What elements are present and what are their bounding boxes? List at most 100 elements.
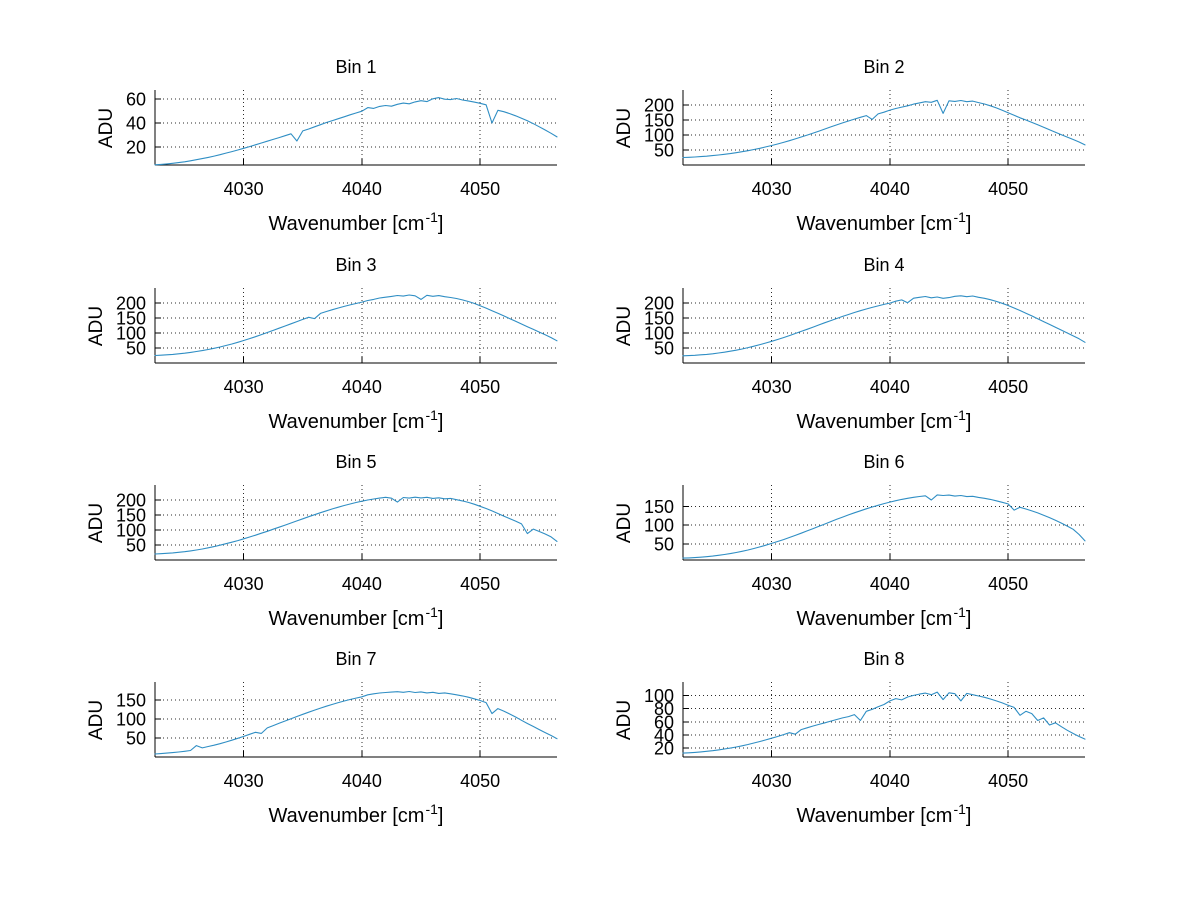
x-axis-label-superscript: -1 xyxy=(953,407,966,423)
y-axis-label-bin-8: ADU xyxy=(614,699,635,740)
x-axis-label-bracket: ] xyxy=(965,213,972,235)
x-tick-label: 4050 xyxy=(988,179,1029,199)
spectrum-curve-bin-5 xyxy=(154,496,558,555)
x-axis-label-bracket: ] xyxy=(437,411,444,433)
x-tick-label: 4040 xyxy=(341,574,382,594)
y-tick-label: 100 xyxy=(644,516,674,536)
subplot-title-bin-4: Bin 4 xyxy=(863,255,905,275)
y-tick-label: 50 xyxy=(654,534,674,554)
x-axis-label-bin-7: Wavenumber [cm-1] xyxy=(155,801,557,828)
subplot-title-bin-2: Bin 2 xyxy=(863,57,905,77)
spectrum-curve-bin-6 xyxy=(682,494,1086,559)
y-tick-label: 150 xyxy=(116,690,146,710)
y-tick-label: 150 xyxy=(116,506,146,526)
y-tick-label: 50 xyxy=(654,141,674,161)
x-axis-label-text: Wavenumber [cm xyxy=(268,213,425,235)
subplot-title-bin-1: Bin 1 xyxy=(335,57,377,77)
y-tick-label: 100 xyxy=(644,686,674,706)
spectrum-curve-bin-7 xyxy=(154,690,558,755)
x-tick-label: 4030 xyxy=(223,771,264,791)
y-tick-label: 50 xyxy=(126,729,146,749)
y-tick-label: 150 xyxy=(116,309,146,329)
x-axis-label-superscript: -1 xyxy=(425,801,438,817)
x-tick-label: 4050 xyxy=(988,771,1029,791)
x-axis-label-text: Wavenumber [cm xyxy=(796,608,953,630)
y-tick-label: 50 xyxy=(126,339,146,359)
y-tick-label: 200 xyxy=(644,96,674,116)
x-tick-label: 4030 xyxy=(751,179,792,199)
y-axis-label-bin-3: ADU xyxy=(86,305,107,346)
y-axis-label-bin-1: ADU xyxy=(96,107,117,148)
x-tick-label: 4040 xyxy=(341,377,382,397)
x-tick-label: 4040 xyxy=(341,771,382,791)
x-axis-label-bracket: ] xyxy=(437,608,444,630)
x-axis-label-bracket: ] xyxy=(965,608,972,630)
x-tick-label: 4040 xyxy=(869,771,910,791)
y-tick-label: 200 xyxy=(116,294,146,314)
x-tick-label: 4050 xyxy=(460,574,501,594)
x-tick-label: 4040 xyxy=(341,179,382,199)
y-tick-label: 100 xyxy=(116,521,146,541)
y-tick-label: 150 xyxy=(644,497,674,517)
x-axis-label-bin-2: Wavenumber [cm-1] xyxy=(683,209,1085,236)
y-axis-label-bin-7: ADU xyxy=(86,699,107,740)
y-axis-label-bin-6: ADU xyxy=(614,502,635,543)
y-tick-label: 20 xyxy=(126,138,146,158)
x-tick-label: 4040 xyxy=(869,574,910,594)
x-axis-label-text: Wavenumber [cm xyxy=(796,805,953,827)
x-tick-label: 4030 xyxy=(223,377,264,397)
x-tick-label: 4030 xyxy=(751,771,792,791)
spectrum-curve-bin-4 xyxy=(682,295,1086,357)
y-tick-label: 200 xyxy=(644,294,674,314)
y-tick-label: 40 xyxy=(654,725,674,745)
x-axis-label-text: Wavenumber [cm xyxy=(268,411,425,433)
y-tick-label: 80 xyxy=(654,699,674,719)
y-tick-label: 60 xyxy=(126,90,146,110)
spectrum-curve-bin-3 xyxy=(154,294,558,357)
x-tick-label: 4050 xyxy=(460,377,501,397)
subplot-title-bin-5: Bin 5 xyxy=(335,452,377,472)
y-tick-label: 60 xyxy=(654,712,674,732)
x-axis-label-bin-4: Wavenumber [cm-1] xyxy=(683,407,1085,434)
x-axis-label-bin-1: Wavenumber [cm-1] xyxy=(155,209,557,236)
x-axis-label-text: Wavenumber [cm xyxy=(268,608,425,630)
x-tick-label: 4050 xyxy=(988,377,1029,397)
x-axis-label-bracket: ] xyxy=(437,805,444,827)
x-tick-label: 4030 xyxy=(223,574,264,594)
y-tick-label: 40 xyxy=(126,114,146,134)
spectrum-curve-bin-2 xyxy=(682,99,1086,159)
y-tick-label: 100 xyxy=(644,324,674,344)
spectrum-curve-bin-1 xyxy=(154,97,558,166)
x-tick-label: 4030 xyxy=(751,377,792,397)
x-tick-label: 4040 xyxy=(869,179,910,199)
x-axis-label-superscript: -1 xyxy=(953,801,966,817)
y-axis-label-bin-2: ADU xyxy=(614,107,635,148)
x-axis-label-bin-8: Wavenumber [cm-1] xyxy=(683,801,1085,828)
x-axis-label-text: Wavenumber [cm xyxy=(268,805,425,827)
subplot-title-bin-6: Bin 6 xyxy=(863,452,905,472)
y-tick-label: 50 xyxy=(654,339,674,359)
y-tick-label: 100 xyxy=(116,709,146,729)
subplot-title-bin-8: Bin 8 xyxy=(863,649,905,669)
x-axis-label-bin-5: Wavenumber [cm-1] xyxy=(155,604,557,631)
x-axis-label-superscript: -1 xyxy=(425,209,438,225)
y-tick-label: 100 xyxy=(116,324,146,344)
x-axis-label-superscript: -1 xyxy=(425,407,438,423)
y-axis-label-bin-4: ADU xyxy=(614,305,635,346)
x-tick-label: 4050 xyxy=(460,771,501,791)
x-axis-label-bracket: ] xyxy=(965,805,972,827)
x-tick-label: 4050 xyxy=(460,179,501,199)
y-tick-label: 20 xyxy=(654,738,674,758)
y-tick-label: 100 xyxy=(644,126,674,146)
x-axis-label-bracket: ] xyxy=(437,213,444,235)
y-tick-label: 150 xyxy=(644,309,674,329)
x-axis-label-bracket: ] xyxy=(965,411,972,433)
